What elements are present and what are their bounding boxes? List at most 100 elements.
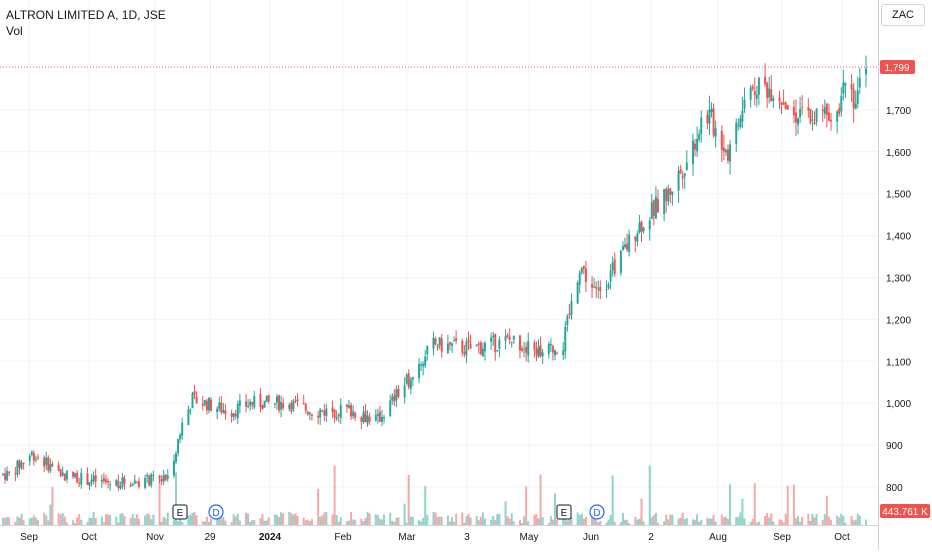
candle-body (755, 94, 758, 99)
currency-label[interactable]: ZAC (881, 4, 925, 26)
volume-bar (638, 518, 641, 525)
volume-bar (391, 520, 394, 525)
candle-body (133, 480, 136, 484)
candle-body (613, 259, 616, 275)
volume-bar (232, 514, 235, 525)
volume-bar (191, 512, 194, 525)
volume-bar (564, 514, 567, 525)
volume-bar (778, 519, 781, 525)
volume-bar (148, 514, 151, 525)
candle-body (376, 413, 379, 416)
volume-bar (49, 504, 52, 525)
volume-bar (681, 512, 684, 525)
candle-body (230, 413, 233, 417)
volume-legend-label[interactable]: Vol (6, 24, 23, 38)
candle-body (784, 102, 787, 109)
candle-body (28, 455, 31, 462)
volume-bar (455, 513, 458, 525)
event-markers[interactable]: E D E D (172, 504, 605, 520)
volume-bar (420, 521, 423, 525)
volume-bar (325, 512, 328, 525)
candle-body (335, 416, 338, 419)
candle-body (811, 119, 814, 121)
candle-body (840, 95, 843, 112)
volume-bar (512, 521, 515, 525)
candle-body (815, 108, 818, 122)
candle-body (403, 385, 406, 398)
volume-bar (665, 514, 668, 525)
candle-body (578, 272, 581, 285)
candle-body (150, 474, 153, 486)
candle-body (162, 475, 165, 482)
candle-body (277, 395, 280, 411)
candle-body (566, 316, 569, 326)
candle-body (424, 356, 427, 366)
symbol-title[interactable]: ALTRON LIMITED A, 1D, JSE (6, 8, 166, 22)
volume-bar (61, 513, 64, 525)
candle-body (280, 401, 283, 410)
time-axis[interactable]: Sep Oct Nov 29 2024 Feb Mar 3 May Jun 2 Aug Sep Oct (20, 532, 850, 543)
candle-body (275, 396, 278, 403)
candle-body (397, 388, 400, 397)
volume-bar (634, 516, 637, 525)
candle-body (446, 343, 449, 354)
volume-bar (700, 520, 703, 525)
volume-bar (724, 516, 727, 525)
candle-body (786, 105, 789, 110)
candle-body (609, 270, 612, 282)
volume-bar (117, 522, 120, 525)
time-tick-label: 29 (204, 532, 216, 543)
volume-bar (337, 521, 340, 525)
candle-body (549, 343, 552, 346)
candle-body (146, 475, 149, 477)
candle-body (584, 268, 587, 282)
volume-bar (840, 513, 843, 525)
volume-bar (164, 518, 167, 525)
candle-body (708, 109, 711, 124)
candle-body (453, 340, 456, 342)
volume-bar (446, 515, 449, 525)
candle-body (32, 453, 35, 461)
candle-body (265, 395, 268, 402)
earnings-marker[interactable]: E (556, 504, 572, 520)
dividend-marker[interactable]: D (589, 504, 605, 520)
volume-bar (663, 521, 666, 525)
volume-bar (57, 513, 60, 525)
price-tick-label: 1,300 (886, 274, 911, 285)
candle-body (735, 122, 738, 144)
volume-bar (234, 516, 237, 525)
volume-bar (825, 495, 828, 525)
candle-body (195, 396, 198, 404)
candle-body (34, 458, 37, 460)
price-tick-label: 800 (886, 483, 903, 494)
volume-bar (37, 520, 40, 525)
candle-body (737, 125, 740, 127)
candle-body (856, 90, 859, 104)
volume-bar (593, 513, 596, 525)
volume-bar (813, 517, 816, 525)
dividend-marker[interactable]: D (208, 504, 224, 520)
earnings-marker[interactable]: E (172, 504, 188, 520)
candle-body (551, 346, 554, 353)
candle-body (144, 477, 147, 488)
candle-body (720, 130, 723, 150)
volume-bar (32, 515, 35, 525)
candle-body (850, 84, 853, 90)
candle-body (148, 475, 151, 486)
candle-body (362, 412, 365, 423)
price-scale[interactable]: 1,700 1,600 1,500 1,400 1,300 1,200 1,100 1,000… (886, 106, 911, 494)
volume-bar (319, 516, 322, 525)
volume-bar (193, 512, 196, 525)
candle-body (582, 265, 585, 269)
candle-body (780, 101, 783, 105)
volume-bar (59, 514, 62, 525)
volume-bar (123, 516, 126, 525)
volume-bar (496, 513, 499, 525)
volume-tag: 443.761 K (880, 504, 930, 518)
candle-body (310, 414, 313, 416)
candle-body (714, 128, 717, 137)
volume-bar (801, 516, 804, 525)
candle-body (18, 460, 21, 468)
